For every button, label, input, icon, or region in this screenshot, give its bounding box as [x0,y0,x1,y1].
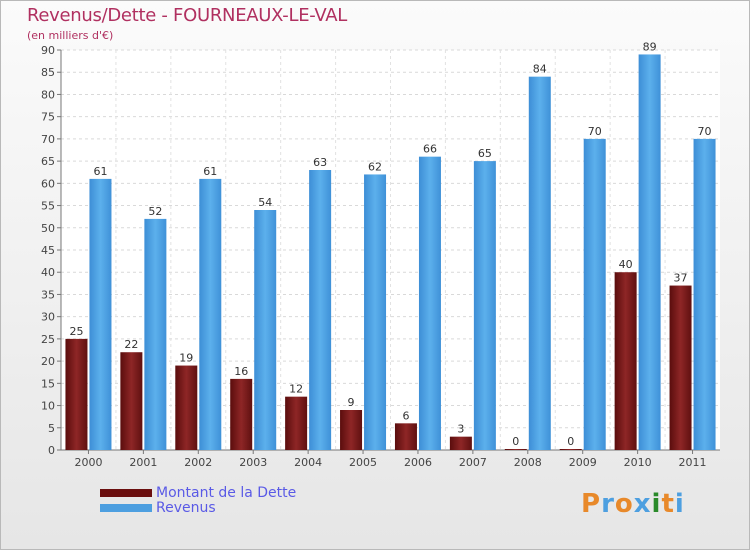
data-label-dette: 0 [567,435,574,448]
bar-revenus [199,178,222,450]
bar-revenus [144,218,167,450]
data-label-revenus: 63 [313,156,327,169]
logo-letter: x [633,489,652,519]
x-tick-label: 2008 [514,456,542,469]
y-tick-label: 10 [41,400,55,413]
x-tick-label: 2006 [404,456,432,469]
data-label-revenus: 61 [203,165,217,178]
data-label-revenus: 70 [698,125,712,138]
data-label-revenus: 54 [258,196,272,209]
data-label-dette: 40 [619,258,633,271]
data-label-revenus: 62 [368,160,382,173]
legend-swatch-revenus [100,504,152,512]
data-label-dette: 0 [512,435,519,448]
proxiti-logo: Proxiti [581,489,685,519]
logo-letter: o [614,489,634,519]
y-tick-label: 65 [41,155,55,168]
y-tick-label: 35 [41,288,55,301]
y-tick-label: 55 [41,200,55,213]
data-label-dette: 6 [402,409,409,422]
x-tick-label: 2010 [624,456,652,469]
data-label-revenus: 61 [93,165,107,178]
x-tick-label: 2011 [679,456,707,469]
y-tick-label: 50 [41,222,55,235]
data-label-dette: 25 [69,325,83,338]
bar-dette [559,449,582,450]
x-tick-label: 2004 [294,456,322,469]
data-label-dette: 9 [348,396,355,409]
bar-revenus [89,178,112,450]
bar-dette [504,449,527,450]
logo-letter: i [651,489,662,519]
legend-label-revenus: Revenus [156,500,216,516]
logo-letter: r [601,489,615,519]
bar-revenus [473,161,496,450]
y-tick-label: 70 [41,133,55,146]
y-tick-label: 75 [41,111,55,124]
bar-dette [394,423,417,450]
bar-revenus [309,170,332,450]
x-tick-label: 2009 [569,456,597,469]
data-label-dette: 12 [289,383,303,396]
bar-revenus [254,210,277,450]
y-tick-label: 90 [41,44,55,57]
legend-label-dette: Montant de la Dette [156,485,297,501]
x-tick-label: 2002 [184,456,212,469]
data-label-revenus: 70 [588,125,602,138]
bar-revenus [528,76,551,451]
x-tick-label: 2005 [349,456,377,469]
data-label-dette: 16 [234,365,248,378]
bar-revenus [583,138,606,450]
x-tick-label: 2007 [459,456,487,469]
legend-swatch-dette [100,489,152,497]
legend-item-revenus: Revenus [100,500,216,516]
bar-dette [65,338,88,450]
data-label-revenus: 65 [478,147,492,160]
logo-letter: P [581,489,602,519]
y-tick-label: 15 [41,377,55,390]
data-label-dette: 19 [179,352,193,365]
logo-letter: i [674,489,685,519]
bar-revenus [638,54,661,450]
bar-revenus [693,138,716,450]
bar-dette [340,410,363,450]
bar-dette [449,436,472,450]
x-tick-label: 2003 [239,456,267,469]
data-label-revenus: 66 [423,143,437,156]
y-tick-label: 5 [48,422,55,435]
x-tick-label: 2001 [129,456,157,469]
bar-dette [669,285,692,450]
data-label-revenus: 84 [533,63,547,76]
chart-subtitle: (en milliers d'€) [27,29,114,42]
y-tick-label: 40 [41,266,55,279]
y-tick-label: 80 [41,88,55,101]
y-tick-label: 85 [41,66,55,79]
data-label-revenus: 89 [643,40,657,53]
data-label-revenus: 52 [148,205,162,218]
bar-dette [285,396,308,450]
data-label-dette: 3 [457,423,464,436]
data-label-dette: 37 [674,272,688,285]
chart-title: Revenus/Dette - FOURNEAUX-LE-VAL [27,5,348,26]
y-tick-label: 0 [48,444,55,457]
legend-item-dette: Montant de la Dette [100,485,297,501]
bar-dette [175,365,198,450]
bar-dette [614,272,637,450]
y-tick-label: 20 [41,355,55,368]
bar-revenus [418,156,441,450]
logo-letter: t [661,489,675,519]
data-label-dette: 22 [124,338,138,351]
y-tick-label: 25 [41,333,55,346]
bar-dette [120,352,143,450]
y-tick-label: 45 [41,244,55,257]
y-tick-label: 30 [41,311,55,324]
bar-revenus [364,174,387,450]
x-tick-label: 2000 [74,456,102,469]
y-tick-label: 60 [41,177,55,190]
bar-dette [230,378,253,450]
